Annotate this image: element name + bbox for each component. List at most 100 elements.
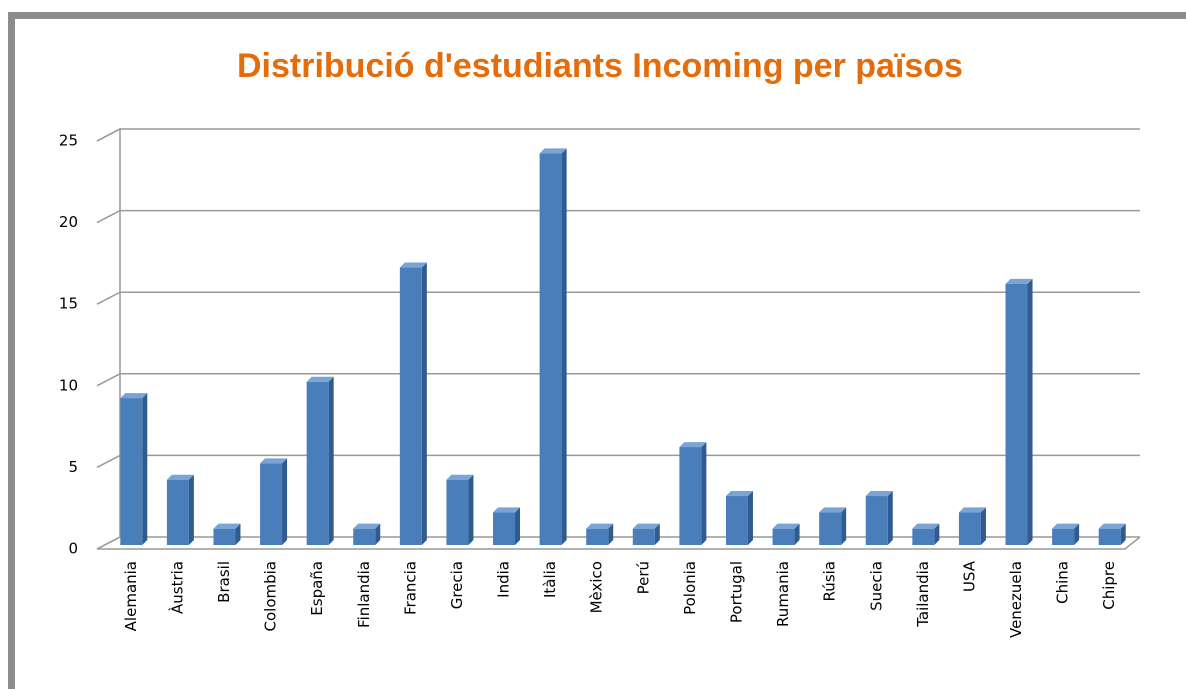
x-tick-label: Itàlia (541, 561, 559, 598)
x-tick-label: Finlandia (355, 561, 373, 628)
bar-side (747, 491, 753, 545)
bar-side (841, 507, 847, 545)
bar-side (188, 474, 194, 545)
bar-side (515, 507, 521, 545)
x-tick-label: España (308, 561, 326, 616)
bar (1098, 528, 1121, 545)
x-tick-label: Àustria (167, 561, 186, 614)
bar (912, 528, 935, 545)
x-tick-label: Portugal (727, 561, 745, 623)
bar-top (446, 474, 474, 480)
x-tick-label: Venezuela (1007, 561, 1025, 638)
y-tick-label: 15 (59, 295, 78, 313)
bar (353, 528, 376, 545)
bar-top (306, 376, 334, 382)
x-tick-label: Perú (634, 561, 652, 594)
bar-top (819, 507, 847, 513)
bar (539, 153, 562, 545)
bar-top (912, 523, 940, 529)
bar (1052, 528, 1075, 545)
bar-top (213, 523, 241, 529)
bar (306, 381, 329, 545)
bar (632, 528, 655, 545)
bar-top (399, 262, 427, 268)
bar-top (679, 442, 707, 448)
bar (725, 496, 748, 545)
bar-top (632, 523, 660, 529)
bar (399, 267, 422, 545)
chart-title: Distribució d'estudiants Incoming per pa… (237, 47, 963, 85)
x-tick-label: China (1054, 561, 1072, 604)
bar-side (142, 393, 148, 545)
bar-top (353, 523, 381, 529)
bar-top (1098, 523, 1126, 529)
bar (446, 479, 469, 545)
grid-line (96, 128, 1140, 142)
bar-top (1005, 278, 1033, 284)
bar-side (934, 523, 940, 545)
bar (586, 528, 609, 545)
x-tick-label: Grecia (448, 561, 466, 609)
grid-line (96, 536, 1140, 550)
bar-side (1074, 523, 1080, 545)
x-tick-label: Alemania (122, 561, 140, 631)
y-tick-label: 0 (68, 540, 78, 558)
bar-side (1120, 523, 1126, 545)
bar (120, 398, 143, 545)
bar-side (794, 523, 800, 545)
bar-top (1052, 523, 1080, 529)
x-tick-label: Colombia (262, 561, 280, 632)
bar-side (608, 523, 614, 545)
bar-side (468, 474, 474, 545)
x-tick-label: Tailandia (914, 561, 932, 628)
bar-top (865, 491, 893, 497)
bar-side (282, 458, 288, 545)
grid-line (96, 291, 1140, 305)
bar (772, 528, 795, 545)
bar (958, 512, 981, 545)
bar (819, 512, 842, 545)
bar-top (725, 491, 753, 497)
frame-left (8, 12, 15, 689)
bar-side (887, 491, 893, 545)
bar-side (980, 507, 986, 545)
bar-top (260, 458, 288, 464)
x-tick-label: Polonia (681, 561, 699, 615)
bar-side (701, 442, 707, 545)
bar-side (1027, 278, 1033, 545)
x-tick-label: India (495, 561, 513, 598)
bar (166, 479, 189, 545)
frame-top (8, 12, 1186, 19)
bar (679, 447, 702, 545)
grid-line (96, 454, 1140, 469)
floor (97, 536, 1141, 550)
x-tick-label: Brasil (215, 561, 233, 603)
x-tick-label: USA (960, 560, 978, 592)
bar-top (539, 148, 567, 154)
bar (1005, 283, 1028, 545)
y-tick-label: 5 (68, 458, 78, 476)
grid-line (96, 373, 1140, 387)
bar-side (654, 523, 660, 545)
bar (213, 528, 236, 545)
y-tick-label: 10 (59, 376, 78, 394)
y-tick-label: 25 (59, 132, 78, 150)
y-tick-label: 20 (59, 213, 78, 231)
x-tick-label: Chipre (1100, 561, 1118, 610)
bar-top (493, 507, 521, 513)
bar (493, 512, 516, 545)
bar-top (120, 393, 148, 399)
bar-side (235, 523, 241, 545)
x-tick-label: Francia (401, 561, 419, 615)
bar-top (958, 507, 986, 513)
bar-side (328, 376, 334, 545)
bar-top (586, 523, 614, 529)
bar-top (772, 523, 800, 529)
x-tick-label: Mèxico (588, 561, 606, 613)
bar (260, 463, 283, 545)
x-tick-label: Rumania (774, 561, 792, 627)
bar (865, 496, 888, 545)
x-tick-label: Rúsia (821, 561, 839, 601)
